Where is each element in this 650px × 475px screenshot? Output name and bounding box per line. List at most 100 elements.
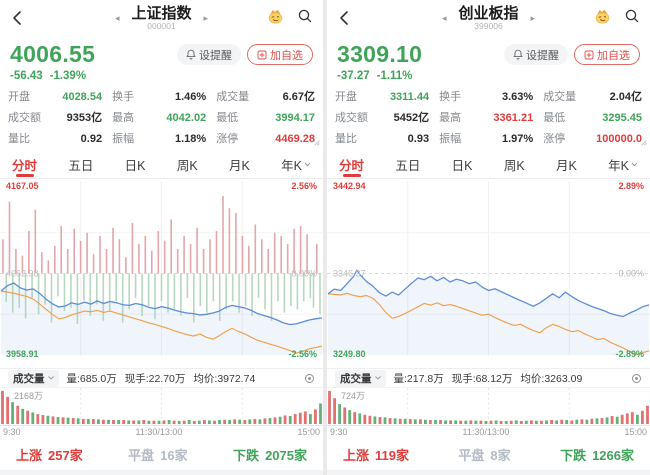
breadth-footer: 上涨 119家 平盘 8家 下跌 1266家 [327, 439, 650, 470]
stat-value: 1.97% [501, 133, 534, 145]
axis-low-price: 3958.91 [6, 349, 39, 359]
unchanged-stat[interactable]: 平盘 16家 [128, 448, 188, 463]
top-nav: ◂ 上证指数 000001 ▸ [0, 0, 323, 36]
minute-chart[interactable]: 3442.94 2.89% 3346.37 0.00% 3249.80 -2.8… [327, 179, 650, 368]
back-chevron-icon [340, 11, 348, 25]
average-price: 均价:3263.09 [520, 372, 583, 385]
volume-chart[interactable]: 724万 [327, 388, 650, 426]
settings-gear-icon[interactable] [304, 373, 315, 384]
volume-amount: 量:217.8万 [393, 372, 444, 385]
index-price: 4006.55 [10, 41, 96, 67]
stat-value: 5452亿 [393, 112, 430, 124]
price-change: -56.43 [10, 70, 43, 82]
tab-5day[interactable]: 五日 [395, 159, 421, 173]
index-title: 创业板指 [458, 4, 519, 22]
stat-value: 4028.54 [62, 91, 103, 103]
stat-value: 4469.28 [275, 133, 315, 145]
stat-label: 量比 [335, 133, 357, 145]
stats-grid: 开盘 4028.54 换手 1.46% 成交量 6.67亿 成交额 9353亿 最高 40… [0, 85, 323, 151]
index-price: 3309.10 [337, 41, 423, 67]
bell-icon [186, 49, 196, 60]
decliners-stat[interactable]: 下跌 1266家 [560, 448, 634, 463]
advancers-stat[interactable]: 上涨 257家 [16, 448, 83, 463]
stat-value: 3311.44 [389, 91, 430, 103]
index-code: 399006 [474, 20, 503, 31]
tab-minute[interactable]: 分时 [12, 151, 37, 178]
index-panel-left: ◂ 上证指数 000001 ▸ 4006.55 设提醒 加自选 [0, 0, 323, 475]
set-alert-button[interactable]: 设提醒 [177, 44, 241, 65]
volume-svg[interactable] [0, 388, 323, 425]
stat-label: 成交量 [216, 91, 250, 103]
search-icon[interactable] [624, 8, 640, 29]
price-change: -37.27 [337, 70, 370, 82]
index-panel-right: ◂ 创业板指 399006 ▸ 3309.10 设提醒 加自选 [327, 0, 650, 475]
add-watchlist-button[interactable]: 加自选 [247, 44, 313, 65]
breadth-footer: 上涨 257家 平盘 16家 下跌 2075家 [0, 439, 323, 470]
stats-expand-icon[interactable] [312, 133, 320, 151]
chevron-down-icon [47, 376, 54, 380]
stat-label: 最低 [216, 112, 239, 124]
stat-label: 成交量 [543, 91, 577, 103]
main-chart-svg[interactable] [0, 179, 323, 368]
back-button[interactable] [10, 9, 26, 27]
index-code: 000001 [147, 20, 176, 31]
volume-chart[interactable]: 2168万 [0, 388, 323, 426]
stat-label: 开盘 [335, 91, 357, 103]
tab-yearly-k[interactable]: 年K [281, 151, 311, 178]
tab-minute[interactable]: 分时 [339, 151, 364, 178]
tab-weekly-k[interactable]: 周K [176, 159, 198, 173]
stats-grid: 开盘 3311.44 换手 3.63% 成交量 2.04亿 成交额 5452亿 最高 33… [327, 85, 650, 151]
volume-svg[interactable] [327, 388, 650, 425]
axis-high-price: 4167.05 [6, 181, 39, 191]
add-watchlist-button[interactable]: 加自选 [574, 44, 640, 65]
index-title: 上证指数 [131, 4, 192, 22]
stat-label: 换手 [112, 91, 135, 103]
tab-daily-k[interactable]: 日K [451, 159, 473, 173]
time-close: 15:00 [624, 427, 647, 437]
stat-value: 3994.17 [275, 112, 315, 124]
advancers-stat[interactable]: 上涨 119家 [343, 448, 409, 463]
section-divider [327, 470, 650, 475]
tab-5day[interactable]: 五日 [68, 159, 94, 173]
prev-index-caret-icon[interactable]: ◂ [114, 12, 120, 23]
axis-mid-price: 3346.37 [333, 267, 366, 278]
stat-label: 量比 [8, 133, 30, 145]
next-index-caret-icon[interactable]: ▸ [530, 12, 536, 23]
unchanged-stat[interactable]: 平盘 8家 [458, 448, 511, 463]
search-icon[interactable] [297, 8, 313, 29]
decliners-stat[interactable]: 下跌 2075家 [233, 448, 307, 463]
settings-gear-icon[interactable] [631, 373, 642, 384]
prev-index-caret-icon[interactable]: ◂ [441, 12, 447, 23]
axis-high-pct: 2.56% [291, 181, 317, 191]
tab-weekly-k[interactable]: 周K [503, 159, 525, 173]
set-alert-button[interactable]: 设提醒 [504, 44, 568, 65]
back-button[interactable] [337, 9, 353, 27]
stat-value: 2.04亿 [609, 91, 642, 103]
stat-value: 4042.02 [166, 112, 207, 124]
stats-expand-icon[interactable] [639, 133, 647, 151]
main-chart-svg[interactable] [327, 179, 650, 368]
tab-monthly-k[interactable]: 月K [228, 159, 250, 173]
time-open: 9:30 [3, 427, 21, 437]
tab-yearly-k[interactable]: 年K [608, 151, 638, 178]
axis-low-price: 3249.80 [333, 349, 366, 359]
stat-value: 100000.0 [596, 133, 642, 145]
volume-amount: 量:685.0万 [66, 372, 117, 385]
tab-monthly-k[interactable]: 月K [555, 159, 577, 173]
stat-label: 涨停 [216, 133, 239, 145]
axis-mid-pct: 0.00% [291, 267, 317, 278]
tab-daily-k[interactable]: 日K [124, 159, 146, 173]
volume-selector[interactable]: 成交量 [335, 369, 386, 387]
stat-value: 6.67亿 [282, 91, 315, 103]
minute-chart[interactable]: 4167.05 2.56% 4062.98 0.00% 3958.91 -2.5… [0, 179, 323, 368]
bell-icon [513, 49, 523, 60]
vip-emoji-icon[interactable] [594, 8, 611, 29]
next-index-caret-icon[interactable]: ▸ [203, 12, 209, 23]
vip-emoji-icon[interactable] [267, 8, 284, 29]
average-price: 均价:3972.74 [193, 372, 256, 385]
add-box-icon [257, 50, 267, 59]
axis-high-pct: 2.89% [618, 181, 644, 191]
volume-selector[interactable]: 成交量 [8, 369, 59, 387]
time-open: 9:30 [330, 427, 348, 437]
chevron-down-icon [374, 376, 381, 380]
